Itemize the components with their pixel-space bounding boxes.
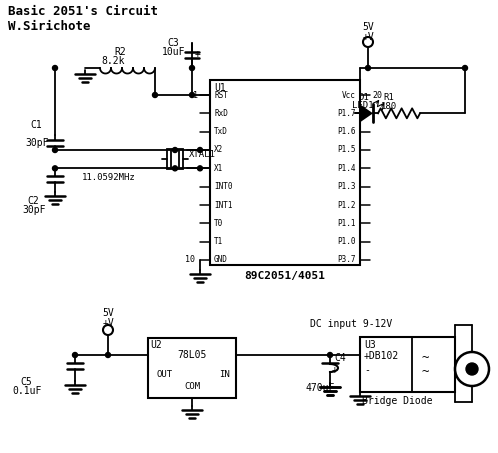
Text: 20: 20 <box>372 91 382 100</box>
Circle shape <box>190 66 195 71</box>
Text: P1.0: P1.0 <box>338 237 356 246</box>
Circle shape <box>198 166 203 171</box>
Circle shape <box>363 37 373 47</box>
Text: U3: U3 <box>364 340 376 350</box>
Text: 8.2k: 8.2k <box>101 56 125 66</box>
Text: RST: RST <box>214 91 228 100</box>
Text: P1.4: P1.4 <box>338 164 356 173</box>
Text: 1: 1 <box>193 91 198 100</box>
Text: +: + <box>195 49 201 59</box>
Text: X1: X1 <box>214 164 223 173</box>
Text: +V: +V <box>102 318 114 328</box>
Text: LED1: LED1 <box>352 101 374 111</box>
Text: TxD: TxD <box>214 127 228 136</box>
Text: ~: ~ <box>422 365 429 378</box>
Circle shape <box>172 148 177 153</box>
Text: 10: 10 <box>185 255 195 265</box>
Text: OUT: OUT <box>156 370 172 379</box>
Text: P1.2: P1.2 <box>338 201 356 209</box>
Text: -: - <box>364 365 370 375</box>
Circle shape <box>73 352 78 357</box>
Text: R2: R2 <box>114 47 126 57</box>
Text: 30pF: 30pF <box>25 138 48 148</box>
Text: 89C2051/4051: 89C2051/4051 <box>245 271 326 281</box>
Text: 5V: 5V <box>362 22 374 32</box>
Bar <box>210 80 360 265</box>
Text: U2: U2 <box>150 340 162 350</box>
Text: P1.7: P1.7 <box>338 109 356 118</box>
Text: XTAL1: XTAL1 <box>189 149 216 159</box>
Text: P1.5: P1.5 <box>338 145 356 154</box>
Text: P1.6: P1.6 <box>338 127 356 136</box>
Text: P3.7: P3.7 <box>338 255 356 265</box>
Text: 180: 180 <box>381 102 397 111</box>
Circle shape <box>455 352 489 386</box>
Text: U1: U1 <box>214 83 226 93</box>
Text: P1.3: P1.3 <box>338 182 356 191</box>
Circle shape <box>52 148 57 153</box>
Text: Vcc: Vcc <box>342 91 356 100</box>
Text: C3: C3 <box>167 38 179 48</box>
Text: IN: IN <box>219 370 230 379</box>
Text: C4: C4 <box>334 353 346 363</box>
Circle shape <box>198 148 203 153</box>
Text: C1: C1 <box>30 120 42 130</box>
Circle shape <box>463 66 468 71</box>
Text: INT1: INT1 <box>214 201 233 209</box>
Text: 0.1uF: 0.1uF <box>12 386 41 396</box>
Circle shape <box>172 166 177 171</box>
Circle shape <box>466 363 478 375</box>
Polygon shape <box>360 104 373 122</box>
Text: P1.1: P1.1 <box>338 219 356 228</box>
Text: Bridge Diode: Bridge Diode <box>362 396 432 406</box>
Text: C5: C5 <box>20 377 32 387</box>
Circle shape <box>366 66 371 71</box>
Text: +V: +V <box>362 32 374 42</box>
Text: COM: COM <box>184 382 200 391</box>
Text: 10uF: 10uF <box>162 47 185 57</box>
Bar <box>360 337 455 392</box>
Circle shape <box>52 66 57 71</box>
Circle shape <box>190 92 195 97</box>
Text: 78L05: 78L05 <box>177 350 207 360</box>
Text: GND: GND <box>214 255 228 265</box>
Bar <box>167 149 183 169</box>
Text: C2: C2 <box>27 196 39 206</box>
Circle shape <box>52 166 57 171</box>
Circle shape <box>106 352 111 357</box>
Text: T0: T0 <box>214 219 223 228</box>
Text: 5V: 5V <box>102 308 114 318</box>
Text: X2: X2 <box>214 145 223 154</box>
Text: 30pF: 30pF <box>22 205 45 215</box>
Text: 11.0592MHz: 11.0592MHz <box>82 173 136 183</box>
Circle shape <box>328 352 333 357</box>
Text: W.Sirichote: W.Sirichote <box>8 20 91 33</box>
Text: Basic 2051's Circuit: Basic 2051's Circuit <box>8 5 158 18</box>
Text: INT0: INT0 <box>214 182 233 191</box>
Circle shape <box>152 92 157 97</box>
Text: ~: ~ <box>422 351 429 364</box>
Text: R1: R1 <box>383 93 394 102</box>
Text: DC input 9-12V: DC input 9-12V <box>310 319 392 329</box>
Text: T1: T1 <box>214 237 223 246</box>
Text: +: + <box>332 365 338 375</box>
Text: 470uF: 470uF <box>305 383 334 393</box>
Text: RxD: RxD <box>214 109 228 118</box>
Circle shape <box>103 325 113 335</box>
Text: D1: D1 <box>358 93 369 102</box>
Bar <box>148 338 236 398</box>
Text: +DB102: +DB102 <box>364 351 399 361</box>
